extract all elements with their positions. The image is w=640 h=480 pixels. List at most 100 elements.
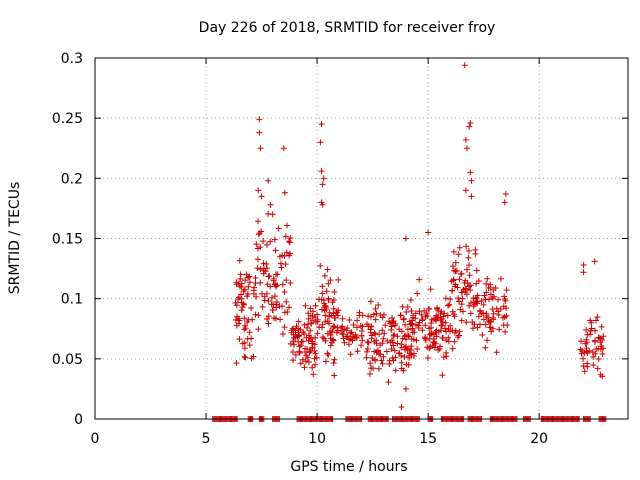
data-point-c0-34 <box>240 288 247 295</box>
data-point-c2-36 <box>310 371 317 378</box>
data-point-outlier-20 <box>467 119 474 126</box>
data-point-outlier-14 <box>319 181 326 188</box>
data-point-c1-36 <box>279 331 286 338</box>
data-point-c5-62 <box>372 305 379 312</box>
data-point-c1-30 <box>281 309 288 316</box>
data-point-c5-117 <box>372 316 379 323</box>
data-point-c5-118 <box>398 341 405 348</box>
data-point-c4-6 <box>350 321 357 328</box>
data-point-c3-64 <box>325 320 332 327</box>
data-point-c7-9 <box>458 317 465 324</box>
data-point-c8-16 <box>496 326 503 333</box>
data-point-c5-77 <box>401 344 408 351</box>
data-point-c8-26 <box>482 321 489 328</box>
data-point-c5-95 <box>379 314 386 321</box>
data-point-c6-18 <box>427 330 434 337</box>
data-point-c2-78 <box>290 338 297 345</box>
data-point-c5-100 <box>392 367 399 374</box>
data-point-c3-24 <box>326 309 333 316</box>
data-point-c3-62 <box>321 272 328 279</box>
data-point-c5-92 <box>389 339 396 346</box>
data-point-c2-49 <box>288 329 295 336</box>
data-point-c2-47 <box>297 342 304 349</box>
data-point-c9-48 <box>593 345 600 352</box>
data-point-c6-103 <box>438 322 445 329</box>
data-point-c5-49 <box>380 335 387 342</box>
data-point-c6-77 <box>439 319 446 326</box>
chart-title: Day 226 of 2018, SRMTID for receiver fro… <box>199 20 496 36</box>
data-point-c6-92 <box>412 321 419 328</box>
data-point-c4-18 <box>343 327 350 334</box>
data-point-c5-55 <box>385 379 392 386</box>
data-point-c0-35 <box>236 294 243 301</box>
data-point-c5-74 <box>402 321 409 328</box>
data-point-c9-5 <box>592 317 599 324</box>
data-point-c5-20 <box>394 340 401 347</box>
data-point-c1-24 <box>254 256 261 263</box>
data-point-c2-25 <box>301 330 308 337</box>
data-point-c0-30 <box>243 271 250 278</box>
data-point-c7-79 <box>449 345 456 352</box>
data-point-c6-44 <box>414 290 421 297</box>
data-point-c7-0 <box>465 247 472 254</box>
data-point-c3-54 <box>331 314 338 321</box>
data-point-c5-11 <box>400 367 407 374</box>
data-point-c4-30 <box>347 351 354 358</box>
data-point-c7-36 <box>466 262 473 269</box>
data-point-c5-88 <box>390 332 397 339</box>
data-point-c7-62 <box>466 272 473 279</box>
data-point-c6-74 <box>419 316 426 323</box>
data-point-c6-69 <box>426 335 433 342</box>
data-point-c4-4 <box>341 339 348 346</box>
data-point-c6-60 <box>447 322 454 329</box>
data-point-c2-61 <box>312 361 319 368</box>
data-point-c5-8 <box>379 360 386 367</box>
data-point-c8-0 <box>483 289 490 296</box>
data-point-c3-35 <box>326 313 333 320</box>
data-point-c6-94 <box>411 329 418 336</box>
y-tick-label-6: 0.3 <box>61 51 83 67</box>
data-point-c3-60 <box>322 304 329 311</box>
data-point-c4-16 <box>353 324 360 331</box>
data-point-c5-56 <box>399 303 406 310</box>
data-point-c8-34 <box>497 306 504 313</box>
data-point-c7-55 <box>456 244 463 251</box>
data-point-c5-90 <box>396 350 403 357</box>
data-point-outlier-6 <box>267 201 274 208</box>
data-point-c2-65 <box>301 321 308 328</box>
data-point-outlier-32 <box>591 258 598 265</box>
data-point-c3-22 <box>322 318 329 325</box>
data-point-c4-31 <box>354 317 361 324</box>
data-point-c1-80 <box>273 282 280 289</box>
data-point-c1-68 <box>259 290 266 297</box>
data-point-c7-74 <box>472 250 479 257</box>
data-point-c6-95 <box>424 312 431 319</box>
data-point-c7-61 <box>456 328 463 335</box>
data-point-c3-42 <box>317 262 324 269</box>
data-point-c7-54 <box>451 313 458 320</box>
x-tick-label-3: 15 <box>419 431 437 447</box>
data-point-c8-55 <box>502 297 509 304</box>
data-point-c5-87 <box>380 353 387 360</box>
data-point-c5-45 <box>390 357 397 364</box>
data-point-c4-32 <box>359 312 366 319</box>
data-point-c8-30 <box>483 280 490 287</box>
data-point-c6-63 <box>437 311 444 318</box>
data-point-c1-63 <box>277 316 284 323</box>
data-point-c7-35 <box>456 298 463 305</box>
data-point-c7-10 <box>465 283 472 290</box>
data-point-c8-50 <box>490 310 497 317</box>
data-point-c1-75 <box>257 266 264 273</box>
data-point-c9-28 <box>598 323 605 330</box>
data-point-c5-54 <box>367 298 374 305</box>
data-point-c7-27 <box>473 280 480 287</box>
data-point-c8-14 <box>501 293 508 300</box>
gridlines <box>95 58 628 419</box>
data-point-c2-64 <box>312 302 319 309</box>
data-point-c4-13 <box>354 348 361 355</box>
data-point-outlier-30 <box>398 403 405 410</box>
data-point-c5-59 <box>364 338 371 345</box>
data-point-c4-19 <box>340 335 347 342</box>
data-point-c2-79 <box>290 335 297 342</box>
